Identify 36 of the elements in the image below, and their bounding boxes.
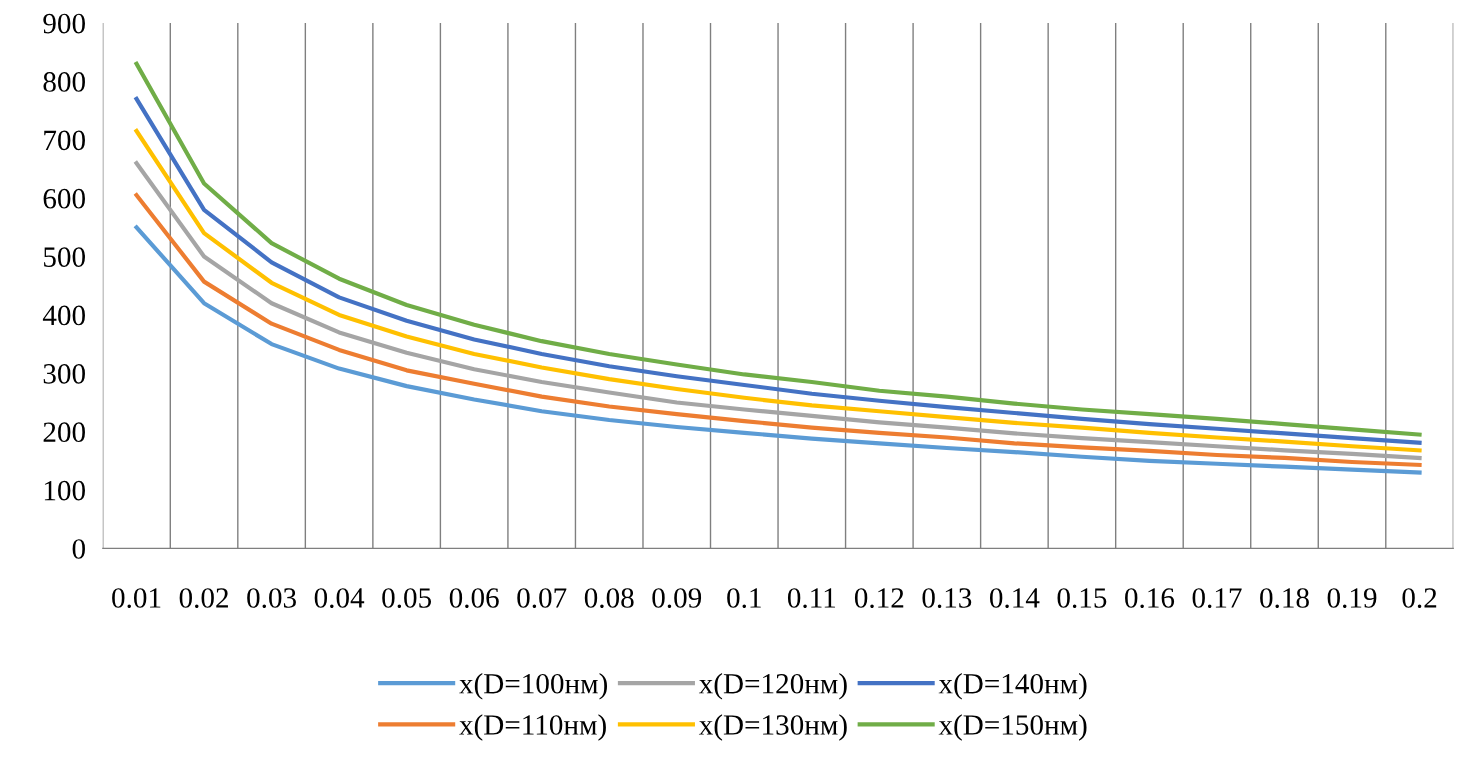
legend-label: x(D=150нм): [938, 714, 1087, 741]
x-tick-label: 0.03: [247, 588, 296, 608]
x-tick-label: 0.12: [854, 588, 904, 608]
x-tick-label: 0.06: [449, 588, 499, 608]
x-tick-label: 0.04: [314, 588, 365, 608]
legend-label: x(D=130нм): [698, 714, 847, 741]
legend-label: x(D=120нм): [698, 673, 847, 700]
y-tick-label: 500: [44, 247, 85, 267]
y-tick-label: 700: [44, 130, 85, 151]
x-tick-label: 0.17: [1192, 588, 1242, 608]
x-tick-label: 0.14: [989, 588, 1040, 608]
x-tick-label: 0.02: [179, 588, 228, 608]
y-tick-label: 300: [43, 364, 85, 384]
legend-label: x(D=100нм): [459, 673, 608, 700]
x-tick-label: 0.08: [584, 588, 634, 608]
x-tick-label: 0.1: [727, 588, 761, 608]
x-tick-label: 0.15: [1057, 588, 1107, 608]
y-tick-label: 900: [43, 13, 85, 34]
x-tick-label: 0.16: [1125, 588, 1175, 608]
y-tick-label: 400: [42, 305, 85, 326]
x-tick-label: 0.13: [922, 588, 972, 608]
x-tick-label: 0.09: [652, 588, 702, 608]
x-tick-label: 0.05: [382, 588, 432, 608]
x-tick-label: 0.07: [517, 588, 567, 608]
legend-label: x(D=140нм): [938, 673, 1087, 700]
x-tick-label: 0.11: [787, 588, 836, 608]
x-tick-label: 0.19: [1327, 588, 1377, 608]
x-tick-label: 0.2: [1402, 588, 1437, 608]
y-tick-label: 800: [43, 72, 85, 92]
y-tick-label: 100: [44, 480, 85, 501]
y-tick-label: 200: [43, 422, 85, 443]
y-tick-label: 600: [43, 188, 85, 209]
y-tick-label: 0: [72, 539, 85, 559]
x-tick-label: 0.18: [1260, 588, 1309, 608]
x-tick-label: 0.01: [112, 588, 161, 608]
legend-label: x(D=110нм): [459, 714, 606, 741]
